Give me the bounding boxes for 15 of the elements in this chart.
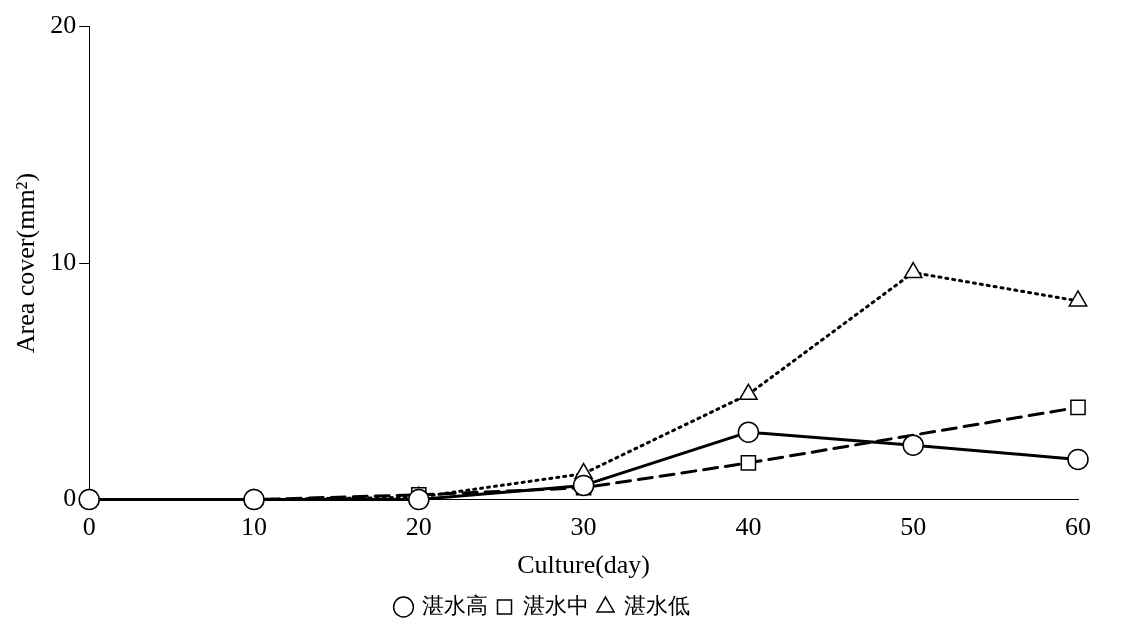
y-tick-label: 20 — [50, 10, 77, 40]
x-axis-title: Culture(day) — [517, 550, 651, 580]
x-tick-label: 30 — [570, 512, 597, 542]
x-tick-label: 20 — [405, 512, 432, 542]
y-tick-label: 0 — [63, 483, 77, 513]
legend-label: 湛水中 — [522, 592, 589, 618]
y-axis-title: Area cover(mm²) — [11, 172, 41, 354]
legend-label: 湛水低 — [623, 592, 690, 618]
x-tick-label: 0 — [82, 512, 96, 542]
x-tick-label: 10 — [241, 512, 267, 542]
x-tick-label: 50 — [900, 512, 927, 542]
legend-label: 湛水高 — [421, 592, 488, 618]
x-tick-label: 60 — [1065, 512, 1091, 542]
y-tick-label: 10 — [50, 246, 77, 276]
x-tick-label: 40 — [735, 512, 762, 542]
